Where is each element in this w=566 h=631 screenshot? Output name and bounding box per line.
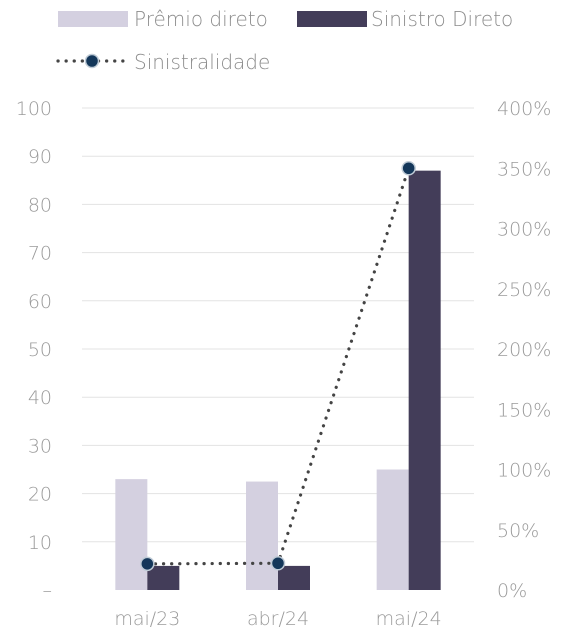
legend-label-sinistralidade: Sinistralidade — [134, 50, 270, 74]
sinistralidade-line — [140, 161, 416, 572]
legend-label-sinistro: Sinistro Direto — [371, 7, 513, 31]
bar-premio-0 — [115, 479, 148, 590]
sinistralidade-point-2 — [401, 161, 416, 176]
bars — [115, 170, 441, 590]
x-axis: mai/23 abr/24 mai/24 — [114, 608, 441, 630]
y-axis-left: – 10 20 30 40 50 60 70 80 90 100 — [16, 98, 52, 602]
y-left-tick-label: 50 — [28, 339, 52, 361]
y-right-tick-label: 50% — [497, 520, 539, 542]
y-left-tick-label: 80 — [28, 194, 52, 216]
y-left-tick-label: 60 — [28, 291, 52, 313]
y-left-tick-label: 30 — [28, 435, 52, 457]
legend-label-premio: Prêmio direto — [134, 7, 268, 31]
y-right-tick-label: 250% — [497, 279, 551, 301]
y-right-tick-label: 100% — [497, 460, 551, 482]
y-left-tick-label: 100 — [16, 98, 52, 120]
sinistralidade-point-1 — [270, 555, 286, 571]
y-right-tick-label: 150% — [497, 399, 551, 421]
bar-premio-2 — [376, 469, 409, 590]
y-left-tick-label: 40 — [28, 387, 52, 409]
y-left-tick-label: 10 — [28, 532, 52, 554]
y-left-tick-label: – — [43, 580, 53, 602]
y-right-tick-label: 200% — [497, 339, 551, 361]
y-right-tick-label: 350% — [497, 158, 551, 180]
y-right-tick-label: 300% — [497, 219, 551, 241]
bar-sinistro-2 — [408, 170, 441, 590]
legend: Prêmio direto Sinistro Direto Sinistrali… — [56, 7, 513, 74]
legend-marker-sinistralidade — [84, 53, 100, 69]
y-left-tick-label: 70 — [28, 243, 52, 265]
x-tick-label: mai/24 — [376, 608, 442, 630]
y-axis-right: 0% 50% 100% 150% 200% 250% 300% 350% 400% — [497, 98, 551, 602]
x-tick-label: mai/23 — [114, 608, 180, 630]
x-tick-label: abr/24 — [247, 608, 309, 630]
y-right-tick-label: 400% — [497, 98, 551, 120]
sinistralidade-point-0 — [140, 556, 155, 572]
y-right-tick-label: 0% — [497, 580, 527, 602]
legend-swatch-premio — [58, 11, 128, 27]
bar-sinistro-0 — [147, 565, 180, 590]
bar-sinistro-1 — [278, 565, 310, 590]
bar-premio-1 — [246, 481, 278, 590]
legend-swatch-sinistro — [297, 11, 367, 27]
y-left-tick-label: 90 — [28, 146, 52, 168]
y-left-tick-label: 20 — [28, 484, 52, 506]
